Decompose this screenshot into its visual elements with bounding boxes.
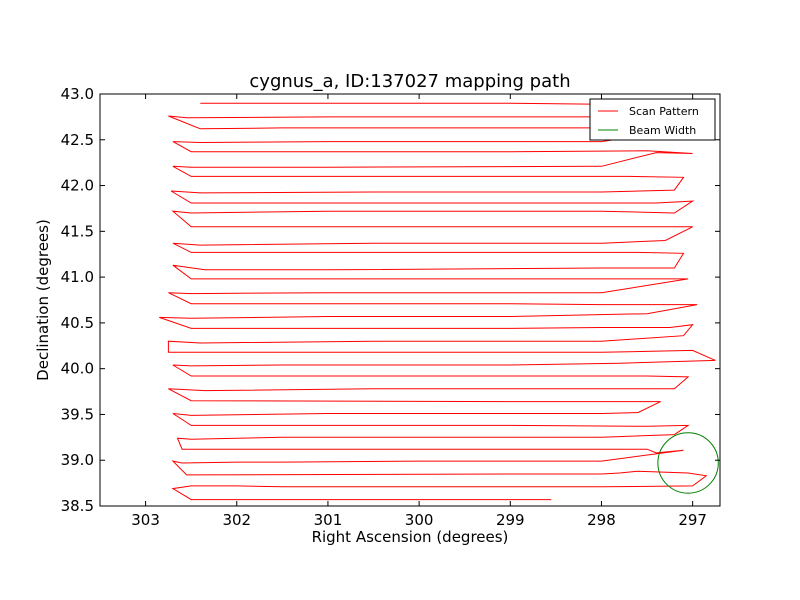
series-line-scan-pattern [159,102,716,501]
x-tick-label: 299 [496,511,525,529]
y-tick-label: 42.5 [61,131,94,149]
y-tick-label: 39.5 [61,405,94,423]
legend-label-beam-width: Beam Width [629,124,696,137]
y-tick-label: 41.0 [61,268,94,286]
y-tick-label: 41.5 [61,222,94,240]
chart-title: cygnus_a, ID:137027 mapping path [249,71,570,92]
y-tick-label: 42.0 [61,177,94,195]
y-tick-label: 38.5 [61,497,94,515]
y-tick-label: 40.0 [61,360,94,378]
plot-area [159,102,719,501]
x-tick-label: 302 [222,511,251,529]
x-axis-title: Right Ascension (degrees) [312,528,509,546]
y-tick-label: 43.0 [61,85,94,103]
plot-frame [99,93,721,507]
axes-ticks: 303 302 301 300 299 298 297 38.5 39.0 39.5 40.0 40.… [61,85,720,529]
legend-box [589,98,716,141]
y-tick-label: 39.0 [61,451,94,469]
x-tick-label: 297 [678,511,707,529]
x-tick-label: 298 [587,511,616,529]
legend-label-scan-pattern: Scan Pattern [629,105,699,118]
x-tick-label: 300 [405,511,434,529]
y-tick-label: 40.5 [61,314,94,332]
y-axis-title: Declination (degrees) [34,219,52,381]
x-tick-label: 301 [314,511,343,529]
x-tick-label: 303 [131,511,160,529]
series-circle-beam-width [657,432,719,494]
legend: Scan Pattern Beam Width [589,98,716,141]
